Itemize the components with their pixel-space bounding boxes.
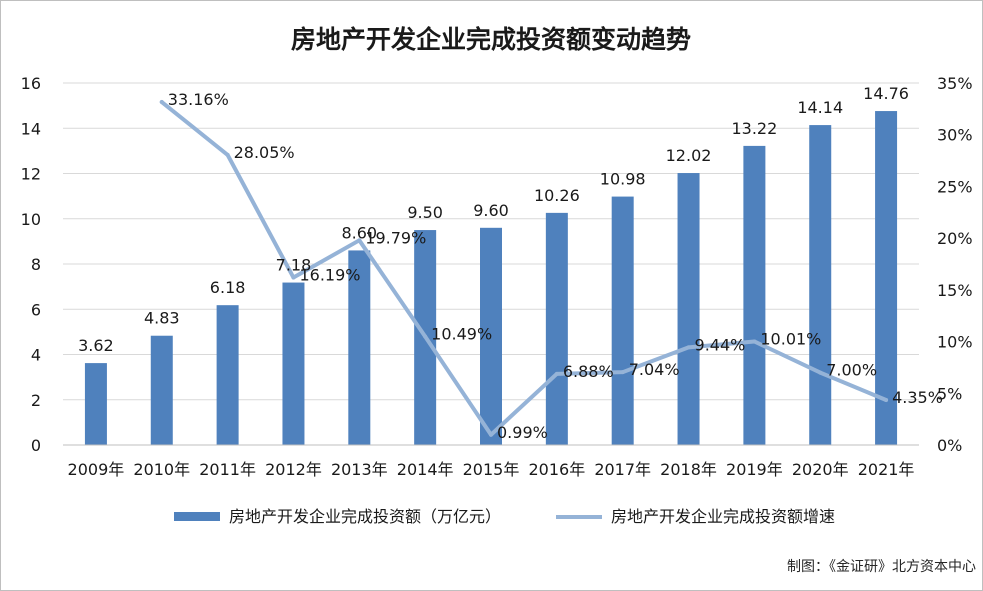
y-right-tick-label: 30% (937, 126, 973, 145)
x-tick-label: 2021年 (858, 460, 915, 479)
bar-value-label: 6.18 (210, 278, 246, 297)
legend-line-label: 房地产开发企业完成投资额增速 (611, 507, 835, 526)
bar-value-label: 3.62 (78, 336, 114, 355)
x-tick-label: 2019年 (726, 460, 783, 479)
bar-value-label: 12.02 (666, 146, 712, 165)
bar (150, 335, 173, 445)
bar-value-label: 10.98 (600, 170, 646, 189)
growth-value-label: 10.49% (431, 325, 492, 344)
y-left-tick-label: 16 (21, 74, 41, 93)
legend-bar-swatch (174, 512, 220, 521)
y-right-tick-label: 0% (937, 436, 962, 455)
growth-value-label: 0.99% (497, 423, 548, 442)
x-tick-label: 2017年 (594, 460, 651, 479)
bar-value-label: 9.60 (473, 201, 509, 220)
x-tick-label: 2010年 (133, 460, 190, 479)
bar-value-label: 14.14 (797, 98, 843, 117)
y-right-tick-label: 15% (937, 281, 973, 300)
growth-value-label: 9.44% (695, 335, 746, 354)
chart-title: 房地产开发企业完成投资额变动趋势 (291, 25, 691, 54)
legend: 房地产开发企业完成投资额（万亿元） 房地产开发企业完成投资额增速 (174, 507, 835, 526)
bar-value-label: 13.22 (731, 119, 777, 138)
x-tick-label: 2011年 (199, 460, 256, 479)
bar (677, 173, 700, 446)
bar-value-label: 9.50 (407, 203, 443, 222)
y-left-tick-label: 12 (21, 165, 41, 184)
growth-value-label: 7.04% (629, 360, 680, 379)
bar-value-label: 8.60 (341, 223, 377, 242)
growth-value-label: 4.35% (892, 388, 943, 407)
x-tick-label: 2014年 (397, 460, 454, 479)
growth-point (159, 100, 164, 105)
growth-value-label: 33.16% (168, 90, 229, 109)
y-right-tick-label: 10% (937, 333, 973, 352)
growth-value-label: 7.00% (826, 361, 877, 380)
growth-value-label: 10.01% (760, 329, 821, 348)
growth-value-label: 19.79% (365, 228, 426, 247)
bar (611, 196, 634, 445)
bar-value-label: 14.76 (863, 84, 909, 103)
line-series (159, 100, 889, 437)
x-tick-label: 2016年 (528, 460, 585, 479)
y-right-tick-label: 20% (937, 229, 973, 248)
axes: 0 2 4 6 8 10 12 14 16 0% 5% 10% 15% 20% 25% 30% 35% 2009年… (21, 74, 973, 479)
growth-point (489, 432, 493, 437)
credit-text: 制图：《金证研》北方资本中心 (787, 559, 976, 575)
growth-point (554, 371, 559, 376)
y-left-tick-label: 6 (31, 300, 41, 319)
bar (875, 111, 898, 446)
bar (743, 145, 766, 445)
growth-line (159, 100, 889, 437)
y-left-tick-label: 8 (31, 255, 41, 274)
y-left-tick-label: 2 (31, 391, 41, 410)
bar (282, 282, 305, 445)
bar (480, 227, 502, 445)
bar-value-label: 4.83 (144, 309, 180, 328)
growth-point (884, 398, 889, 403)
y-left-tick-label: 14 (21, 119, 41, 138)
bar-value-label: 10.26 (534, 186, 580, 205)
x-tick-label: 2009年 (68, 460, 125, 479)
bar (216, 305, 239, 445)
legend-bar-label: 房地产开发企业完成投资额（万亿元） (229, 507, 501, 526)
x-tick-label: 2018年 (660, 460, 717, 479)
y-left-tick-label: 4 (31, 346, 41, 365)
growth-point (752, 339, 757, 344)
y-left-tick-label: 10 (21, 210, 41, 229)
data-labels: 3.62 4.83 6.18 7.18 8.60 9.50 9.60 10.26 10.98 12… (78, 84, 943, 442)
x-tick-label: 2020年 (792, 460, 849, 479)
x-tick-label: 2013年 (331, 460, 388, 479)
growth-point (291, 275, 296, 280)
growth-point (357, 238, 362, 243)
y-right-tick-label: 35% (937, 74, 973, 93)
growth-point (686, 345, 691, 350)
x-tick-label: 2015年 (463, 460, 520, 479)
growth-point (225, 152, 230, 157)
growth-point (620, 370, 625, 375)
bar (84, 363, 107, 445)
bar (809, 125, 832, 446)
growth-point (423, 334, 428, 339)
bar (545, 212, 568, 445)
y-right-tick-label: 5% (937, 384, 962, 403)
bar-series (84, 111, 898, 446)
x-tick-label: 2012年 (265, 460, 322, 479)
growth-value-label: 6.88% (563, 362, 614, 381)
y-left-tick-label: 0 (31, 436, 41, 455)
bar-value-label: 7.18 (276, 256, 312, 275)
growth-value-label: 28.05% (234, 143, 295, 162)
growth-point (818, 370, 823, 375)
y-right-tick-label: 25% (937, 177, 973, 196)
growth-value-label: 16.19% (299, 266, 360, 285)
bar (348, 250, 371, 445)
